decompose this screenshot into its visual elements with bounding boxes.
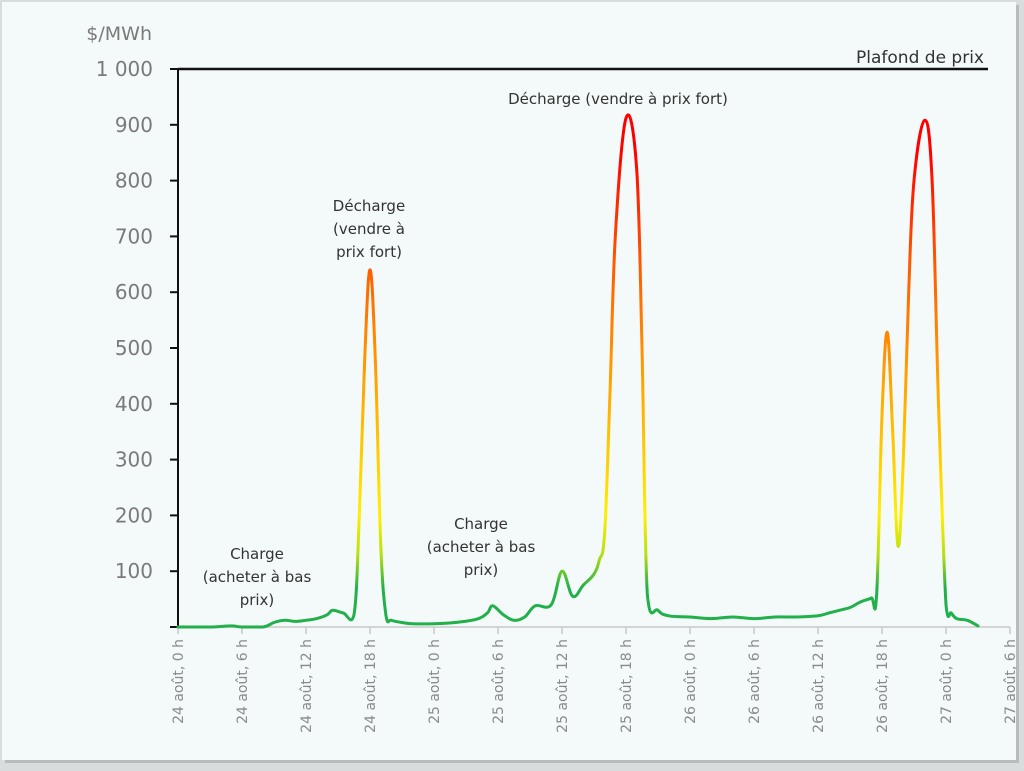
y-tick-label: 600 [115,280,153,304]
y-tick-label: 700 [115,224,153,248]
x-axis: 24 août, 0 h 24 août, 6 h 24 août, 12 h 24 … [171,626,1019,733]
svg-text:(vendre à: (vendre à [333,220,405,238]
svg-text:prix): prix) [464,561,499,579]
x-tick-label: 24 août, 12 h [299,639,315,733]
svg-text:Décharge: Décharge [333,197,405,215]
annotation-discharge-2: Décharge (vendre à prix fort) [508,90,728,108]
annotation-charge-2: Charge (acheter à bas prix) [427,515,536,579]
x-tick-label: 26 août, 12 h [811,639,827,733]
y-tick-label: 100 [115,559,153,583]
y-tick-label: 300 [115,448,153,472]
svg-text:prix): prix) [240,591,275,609]
x-tick-label: 25 août, 6 h [491,639,507,724]
y-tick-label: 900 [115,113,153,137]
x-tick-label: 27 août, 0 h [939,639,955,724]
price-line [176,113,980,629]
price-cap-label: Plafond de prix [856,48,984,68]
svg-text:Charge: Charge [230,545,284,563]
y-tick-label: 400 [115,392,153,416]
svg-text:Charge: Charge [454,515,508,533]
x-tick-label: 25 août, 18 h [619,639,635,733]
x-tick-label: 26 août, 6 h [747,639,763,724]
y-tick-label: 500 [115,336,153,360]
svg-text:prix fort): prix fort) [336,243,402,261]
x-tick-label: 25 août, 12 h [555,639,571,733]
y-tick-label: 1 000 [96,57,153,81]
svg-text:(acheter à bas: (acheter à bas [203,568,312,586]
y-tick-label: 200 [115,503,153,527]
y-tick-label: 800 [115,169,153,193]
chart-card: 100 200 300 400 500 600 700 800 900 1 000 24 août… [2,2,1019,760]
x-tick-label: 26 août, 0 h [683,639,699,724]
svg-text:(acheter à bas: (acheter à bas [427,538,536,556]
y-axis: 100 200 300 400 500 600 700 800 900 1 000 [96,57,179,628]
x-tick-label: 26 août, 18 h [875,639,891,733]
annotation-charge-1: Charge (acheter à bas prix) [203,545,312,609]
svg-text:Décharge (vendre à prix fort): Décharge (vendre à prix fort) [508,90,728,108]
annotation-discharge-1: Décharge (vendre à prix fort) [333,197,405,261]
y-axis-unit: $/MWh [86,23,152,45]
x-tick-label: 25 août, 0 h [427,639,443,724]
x-tick-label: 24 août, 18 h [363,639,379,733]
x-tick-label: 24 août, 0 h [171,639,187,724]
x-tick-label: 27 août, 6 h [1003,639,1019,724]
x-tick-label: 24 août, 6 h [235,639,251,724]
